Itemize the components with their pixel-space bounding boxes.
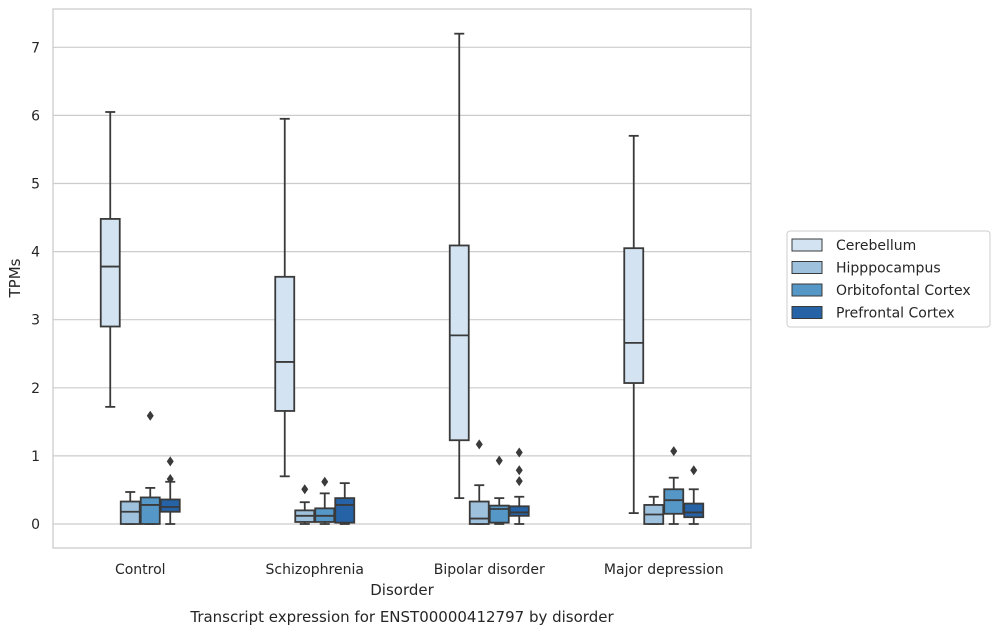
box-prefrontal-cortex-major-depression <box>683 465 705 525</box>
box-iqr <box>119 500 141 525</box>
box-orbitofontal-cortex-control <box>139 410 161 525</box>
outlier-point <box>670 446 678 457</box>
box-iqr <box>468 500 490 525</box>
box-hipppocampus-control <box>119 491 141 525</box>
y-tick-label: 1 <box>31 449 40 465</box>
box-hipppocampus-major-depression <box>643 495 665 525</box>
x-tick-label: Bipolar disorder <box>434 562 545 578</box>
legend-swatch <box>791 261 823 274</box>
legend-swatch <box>791 238 823 252</box>
x-tick-label: Major depression <box>604 562 724 578</box>
legend: Cerebellum Hipppocampus Orbitofontal Corte… <box>786 230 991 328</box>
box-orbitofontal-cortex-schizophrenia <box>314 476 336 525</box>
legend-label: Prefrontal Cortex <box>836 306 955 322</box>
plot-frame <box>52 8 752 549</box>
x-axis-ticks: Control Schizophrenia Bipolar disorder Majo… <box>115 562 724 578</box>
box-orbitofontal-cortex-major-depression <box>663 446 685 525</box>
y-tick-label: 7 <box>31 40 40 56</box>
box-cerebellum-control <box>99 111 121 408</box>
outlier-point <box>301 484 309 495</box>
y-axis-ticks: 0 1 2 3 4 5 6 7 <box>31 40 40 533</box>
box-hipppocampus-schizophrenia <box>294 484 316 525</box>
box-iqr <box>334 497 356 524</box>
legend-label: Orbitofontal Cortex <box>836 283 971 299</box>
box-iqr <box>99 218 121 328</box>
box-orbitofontal-cortex-bipolar-disorder <box>488 455 510 525</box>
outlier-point <box>515 465 523 476</box>
y-tick-label: 6 <box>31 108 40 124</box>
outlier-point <box>321 476 329 487</box>
legend-swatch <box>791 306 823 319</box>
outlier-point <box>166 456 174 467</box>
y-tick-label: 3 <box>31 313 40 329</box>
box-iqr <box>159 498 181 513</box>
outlier-point <box>166 474 174 485</box>
outlier-point <box>475 439 483 450</box>
y-tick-label: 5 <box>31 177 40 193</box>
box-cerebellum-major-depression <box>623 134 645 515</box>
legend-items: Cerebellum Hipppocampus Orbitofontal Corte… <box>791 238 971 322</box>
y-axis-title: TPMs <box>6 258 24 298</box>
x-tick-label: Schizophrenia <box>266 562 364 578</box>
box-iqr <box>448 244 470 442</box>
y-tick-label: 0 <box>31 517 40 533</box>
outlier-point <box>146 410 154 421</box>
box-prefrontal-cortex-control <box>159 456 181 525</box>
outlier-point <box>515 447 523 458</box>
box-iqr <box>623 247 645 384</box>
x-axis-title: Disorder <box>370 581 434 599</box>
outlier-point <box>515 476 523 487</box>
box-iqr <box>683 502 705 519</box>
box-cerebellum-schizophrenia <box>274 117 296 478</box>
box-iqr <box>139 496 161 525</box>
legend-label: Cerebellum <box>836 238 916 254</box>
box-iqr <box>663 488 685 515</box>
box-prefrontal-cortex-bipolar-disorder <box>508 447 530 525</box>
legend-swatch <box>791 283 823 297</box>
chart-caption: Transcript expression for ENST0000041279… <box>189 608 614 626</box>
legend-label: Hipppocampus <box>836 261 941 277</box>
box-iqr <box>274 275 296 412</box>
y-tick-label: 2 <box>31 381 40 397</box>
x-tick-label: Control <box>115 562 166 578</box>
y-tick-label: 4 <box>31 245 40 261</box>
plot-area-boxes <box>99 32 705 525</box>
box-hipppocampus-bipolar-disorder <box>468 439 490 525</box>
box-prefrontal-cortex-schizophrenia <box>334 482 356 525</box>
gridlines <box>53 46 751 525</box>
outlier-point <box>690 465 698 476</box>
box-iqr <box>508 505 530 517</box>
outlier-point <box>495 455 503 466</box>
legend-frame <box>786 230 991 328</box>
box-cerebellum-bipolar-disorder <box>448 32 470 500</box>
